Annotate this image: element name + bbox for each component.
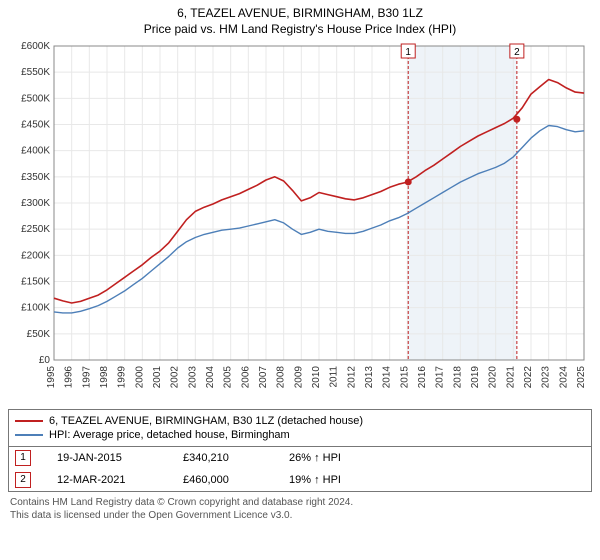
marker-date: 12-MAR-2021 <box>57 474 157 486</box>
svg-text:1997: 1997 <box>81 365 92 388</box>
svg-text:2018: 2018 <box>452 365 463 388</box>
marker-number: 1 <box>15 450 31 466</box>
marker-price: £460,000 <box>183 474 263 486</box>
svg-text:2000: 2000 <box>134 365 145 388</box>
svg-text:2016: 2016 <box>417 365 428 388</box>
svg-text:2008: 2008 <box>276 365 287 388</box>
svg-text:2006: 2006 <box>240 365 251 388</box>
svg-text:1995: 1995 <box>46 365 57 388</box>
svg-text:£50K: £50K <box>27 328 51 339</box>
marker-row: 1 19-JAN-2015 £340,210 26% ↑ HPI <box>9 447 591 469</box>
svg-text:1998: 1998 <box>99 365 110 388</box>
svg-text:1999: 1999 <box>117 365 128 388</box>
svg-text:1: 1 <box>405 47 411 58</box>
marker-pct: 19% ↑ HPI <box>289 474 341 486</box>
svg-text:2013: 2013 <box>364 365 375 388</box>
marker-pct: 26% ↑ HPI <box>289 452 341 464</box>
svg-text:2007: 2007 <box>258 365 269 388</box>
legend-row: 6, TEAZEL AVENUE, BIRMINGHAM, B30 1LZ (d… <box>15 414 585 428</box>
svg-text:2001: 2001 <box>152 365 163 388</box>
svg-text:£350K: £350K <box>21 171 50 182</box>
footer-attribution: Contains HM Land Registry data © Crown c… <box>8 492 592 522</box>
footer-line-1: Contains HM Land Registry data © Crown c… <box>10 496 590 509</box>
svg-text:2020: 2020 <box>488 365 499 388</box>
marker-table: 1 19-JAN-2015 £340,210 26% ↑ HPI 2 12-MAR-202… <box>8 447 592 492</box>
svg-text:£0: £0 <box>39 355 51 366</box>
legend-swatch <box>15 434 43 436</box>
price-chart: £0 £50K £100K £150K £200K £250K £300K £350K £400… <box>8 40 592 405</box>
svg-text:£400K: £400K <box>21 145 50 156</box>
svg-text:2017: 2017 <box>435 365 446 388</box>
marker-number: 2 <box>15 472 31 488</box>
svg-text:2014: 2014 <box>382 365 393 388</box>
svg-text:2019: 2019 <box>470 365 481 388</box>
svg-text:2025: 2025 <box>576 365 587 388</box>
svg-text:£100K: £100K <box>21 302 50 313</box>
svg-text:2012: 2012 <box>346 365 357 388</box>
svg-text:2002: 2002 <box>170 365 181 388</box>
svg-text:2003: 2003 <box>187 365 198 388</box>
svg-text:2023: 2023 <box>541 365 552 388</box>
svg-text:£450K: £450K <box>21 119 50 130</box>
legend-swatch <box>15 420 43 422</box>
svg-text:£200K: £200K <box>21 250 50 261</box>
svg-text:2021: 2021 <box>505 365 516 388</box>
svg-text:2015: 2015 <box>399 365 410 388</box>
svg-text:£550K: £550K <box>21 67 50 78</box>
svg-text:£500K: £500K <box>21 93 50 104</box>
svg-text:2004: 2004 <box>205 365 216 388</box>
svg-text:1996: 1996 <box>64 365 75 388</box>
svg-text:2010: 2010 <box>311 365 322 388</box>
legend-row: HPI: Average price, detached house, Birm… <box>15 428 585 442</box>
page-title: 6, TEAZEL AVENUE, BIRMINGHAM, B30 1LZ <box>8 6 592 22</box>
legend-label: 6, TEAZEL AVENUE, BIRMINGHAM, B30 1LZ (d… <box>49 415 363 427</box>
footer-line-2: This data is licensed under the Open Gov… <box>10 509 590 522</box>
svg-text:2024: 2024 <box>558 365 569 388</box>
legend-label: HPI: Average price, detached house, Birm… <box>49 429 290 441</box>
marker-price: £340,210 <box>183 452 263 464</box>
svg-text:2005: 2005 <box>223 365 234 388</box>
marker-row: 2 12-MAR-2021 £460,000 19% ↑ HPI <box>9 469 591 491</box>
marker-date: 19-JAN-2015 <box>57 452 157 464</box>
svg-text:2: 2 <box>514 47 520 58</box>
svg-text:£150K: £150K <box>21 276 50 287</box>
chart-svg: £0 £50K £100K £150K £200K £250K £300K £350K £400… <box>8 40 592 400</box>
svg-text:2009: 2009 <box>293 365 304 388</box>
legend: 6, TEAZEL AVENUE, BIRMINGHAM, B30 1LZ (d… <box>8 409 592 447</box>
page-subtitle: Price paid vs. HM Land Registry's House … <box>8 22 592 36</box>
svg-text:£250K: £250K <box>21 224 50 235</box>
svg-text:£300K: £300K <box>21 198 50 209</box>
svg-text:2011: 2011 <box>329 365 340 387</box>
svg-text:£600K: £600K <box>21 41 50 52</box>
svg-text:2022: 2022 <box>523 365 534 388</box>
